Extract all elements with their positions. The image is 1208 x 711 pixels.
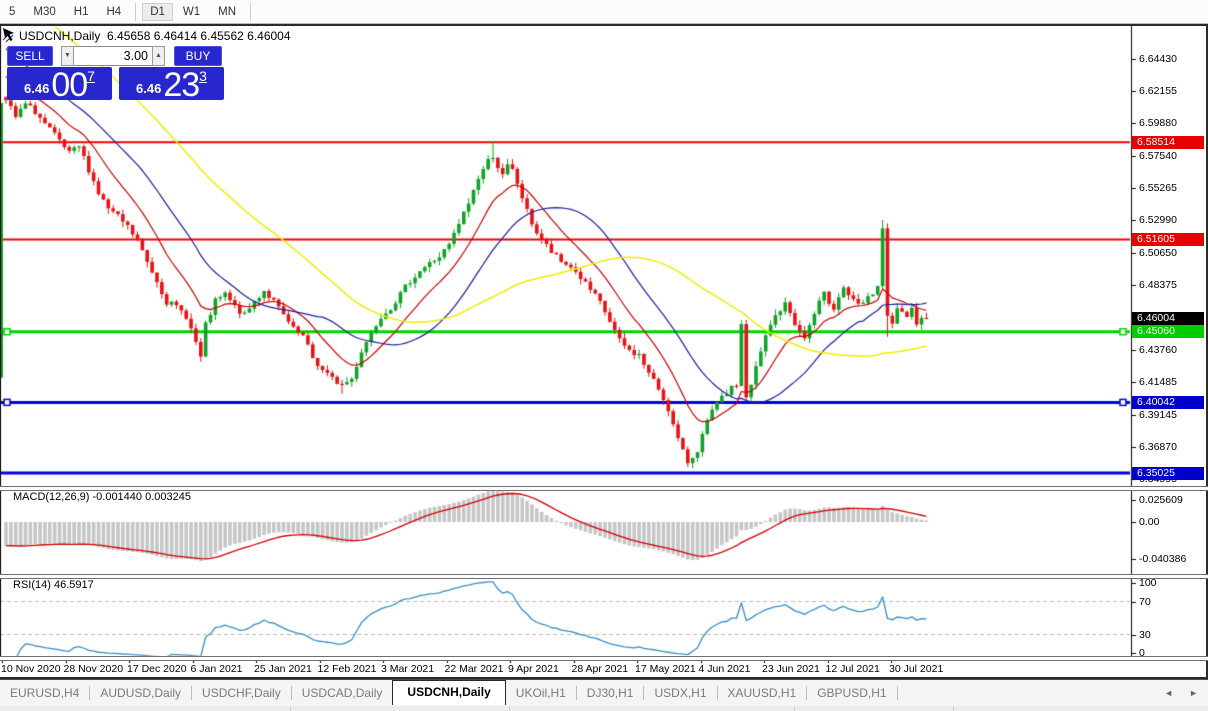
date-axis-label: 12 Jul 2021 xyxy=(825,663,880,675)
chart-tab-xauusd[interactable]: XAUUSD,H1 xyxy=(727,686,797,700)
price-axis-label: 6.48375 xyxy=(1139,279,1177,292)
tab-separator xyxy=(806,686,808,700)
status-segment xyxy=(0,706,291,711)
price-axis-label: 6.55265 xyxy=(1139,182,1177,195)
chart-cursor-icon xyxy=(2,28,14,43)
tab-separator xyxy=(191,686,193,700)
tab-separator xyxy=(575,686,577,700)
buy-price-pips: 23 xyxy=(163,66,200,104)
price-axis-label: 6.50650 xyxy=(1139,247,1177,260)
sell-price-main: 6.46 xyxy=(24,81,50,96)
chart-tab-ukoil[interactable]: UKOil,H1 xyxy=(515,686,566,700)
price-axis-label: 6.43760 xyxy=(1139,344,1177,357)
price-badge-6.51605: 6.51605 xyxy=(1132,233,1204,247)
rsi-axis-separator xyxy=(0,656,1208,661)
main-macd-separator[interactable] xyxy=(0,486,1208,491)
rsi-axis-label: 0 xyxy=(1139,647,1145,659)
trade-panel-gap xyxy=(165,46,174,66)
status-strip xyxy=(0,706,1208,711)
volume-input[interactable] xyxy=(74,46,152,66)
macd-rsi-separator[interactable] xyxy=(0,574,1208,579)
price-badge-6.45060: 6.45060 xyxy=(1132,325,1204,339)
date-axis-label: 6 Jan 2021 xyxy=(190,663,243,675)
chart-tab-eurusd[interactable]: EURUSD,H4 xyxy=(10,686,80,700)
chart-symbol-ohlc: USDCNH,Daily 6.45658 6.46414 6.45562 6.4… xyxy=(19,29,291,43)
chart-tab-usdchf[interactable]: USDCHF,Daily xyxy=(202,686,281,700)
rsi-axis-label: 70 xyxy=(1139,596,1151,608)
date-axis-label: 25 Jan 2021 xyxy=(254,663,312,675)
trade-prices-row: 6.46 00 7 6.46 23 3 xyxy=(7,66,224,104)
sell-price-point: 7 xyxy=(87,68,95,84)
macd-axis-label: 0.025609 xyxy=(1139,494,1183,506)
tab-separator xyxy=(716,686,718,700)
price-axis-label: 6.36870 xyxy=(1139,441,1177,454)
date-axis-label: 28 Nov 2020 xyxy=(63,663,124,675)
macd-indicator-label: MACD(12,26,9) -0.001440 0.003245 xyxy=(13,491,191,503)
date-axis-label: 28 Apr 2021 xyxy=(571,663,629,675)
chart-tab-gbpusd[interactable]: GBPUSD,H1 xyxy=(817,686,887,700)
price-axis-label: 6.52990 xyxy=(1139,214,1177,227)
date-axis-label: 17 Dec 2020 xyxy=(127,663,187,675)
macd-axis-label: -0.040386 xyxy=(1139,553,1187,565)
buy-button[interactable]: BUY xyxy=(174,46,222,66)
tab-scroll-right-icon[interactable]: ► xyxy=(1189,688,1198,698)
price-chart-canvas[interactable] xyxy=(0,0,1140,666)
date-axis-label: 22 Mar 2021 xyxy=(444,663,504,675)
date-axis-label: 9 Apr 2021 xyxy=(508,663,559,675)
price-badge-6.46004: 6.46004 xyxy=(1132,311,1204,325)
price-axis-label: 6.59880 xyxy=(1139,117,1177,130)
rsi-axis-label: 30 xyxy=(1139,629,1151,641)
chart-tab-audusd[interactable]: AUDUSD,Daily xyxy=(100,686,182,700)
price-axis-label: 6.41485 xyxy=(1139,376,1177,389)
rsi-indicator-label: RSI(14) 46.5917 xyxy=(13,579,94,591)
date-axis-label: 23 Jun 2021 xyxy=(762,663,820,675)
price-axis-label: 6.57540 xyxy=(1139,150,1177,162)
price-axis-label: 6.64430 xyxy=(1139,53,1177,65)
chart-header: USDCNH,Daily 6.45658 6.46414 6.45562 6.4… xyxy=(2,27,291,43)
trade-buttons-row: SELL ▼ ▲ BUY xyxy=(7,46,224,66)
tab-scroll-arrows: ◄ ► xyxy=(1164,688,1198,698)
date-axis-label: 10 Nov 2020 xyxy=(1,663,61,675)
tab-separator xyxy=(896,686,898,700)
date-axis-label: 4 Jun 2021 xyxy=(698,663,751,675)
volume-increase-button[interactable]: ▲ xyxy=(152,46,165,66)
buy-price-point: 3 xyxy=(199,68,207,84)
date-axis-label: 30 Jul 2021 xyxy=(889,663,944,675)
tab-scroll-left-icon[interactable]: ◄ xyxy=(1164,688,1174,698)
status-segment xyxy=(291,706,510,711)
buy-price-display[interactable]: 6.46 23 3 xyxy=(119,66,224,104)
sell-button[interactable]: SELL xyxy=(7,46,53,66)
chart-tab-dj30[interactable]: DJ30,H1 xyxy=(586,686,634,700)
chart-tab-usdx[interactable]: USDX,H1 xyxy=(654,686,707,700)
chart-tab-bar: EURUSD,H4 AUDUSD,Daily USDCHF,Daily USDCAD,… xyxy=(0,679,1208,706)
price-axis-label: 6.39145 xyxy=(1139,409,1177,421)
chart-tab-usdcad[interactable]: USDCAD,Daily xyxy=(301,686,383,700)
tab-separator xyxy=(290,686,292,700)
price-badge-6.40042: 6.40042 xyxy=(1132,395,1204,409)
tab-separator xyxy=(643,686,645,700)
status-segment xyxy=(510,706,795,711)
price-badge-6.35025: 6.35025 xyxy=(1132,466,1204,480)
price-badge-6.58514: 6.58514 xyxy=(1132,135,1204,149)
buy-price-main: 6.46 xyxy=(136,81,162,96)
sell-price-display[interactable]: 6.46 00 7 xyxy=(7,66,112,104)
date-axis-label: 17 May 2021 xyxy=(635,663,696,675)
date-axis-label: 3 Mar 2021 xyxy=(381,663,435,675)
sell-price-pips: 00 xyxy=(51,66,88,104)
chevron-down-icon: ▼ xyxy=(64,52,71,59)
chart-window-bottom-border xyxy=(0,677,1208,679)
chart-window-right-border xyxy=(1206,24,1208,679)
rsi-axis-label: 100 xyxy=(1139,577,1157,589)
price-axis-label: 6.62155 xyxy=(1139,85,1177,98)
date-axis-label: 12 Feb 2021 xyxy=(317,663,377,675)
macd-axis-label: 0.00 xyxy=(1139,516,1160,528)
chart-tab-usdcnh[interactable]: USDCNH,Daily xyxy=(392,679,506,705)
chevron-up-icon: ▲ xyxy=(155,52,162,59)
volume-decrease-button[interactable]: ▼ xyxy=(61,46,74,66)
status-segment xyxy=(795,706,954,711)
tab-separator xyxy=(89,686,91,700)
one-click-trading-panel: SELL ▼ ▲ BUY 6.46 00 7 6.46 23 3 xyxy=(7,46,224,104)
